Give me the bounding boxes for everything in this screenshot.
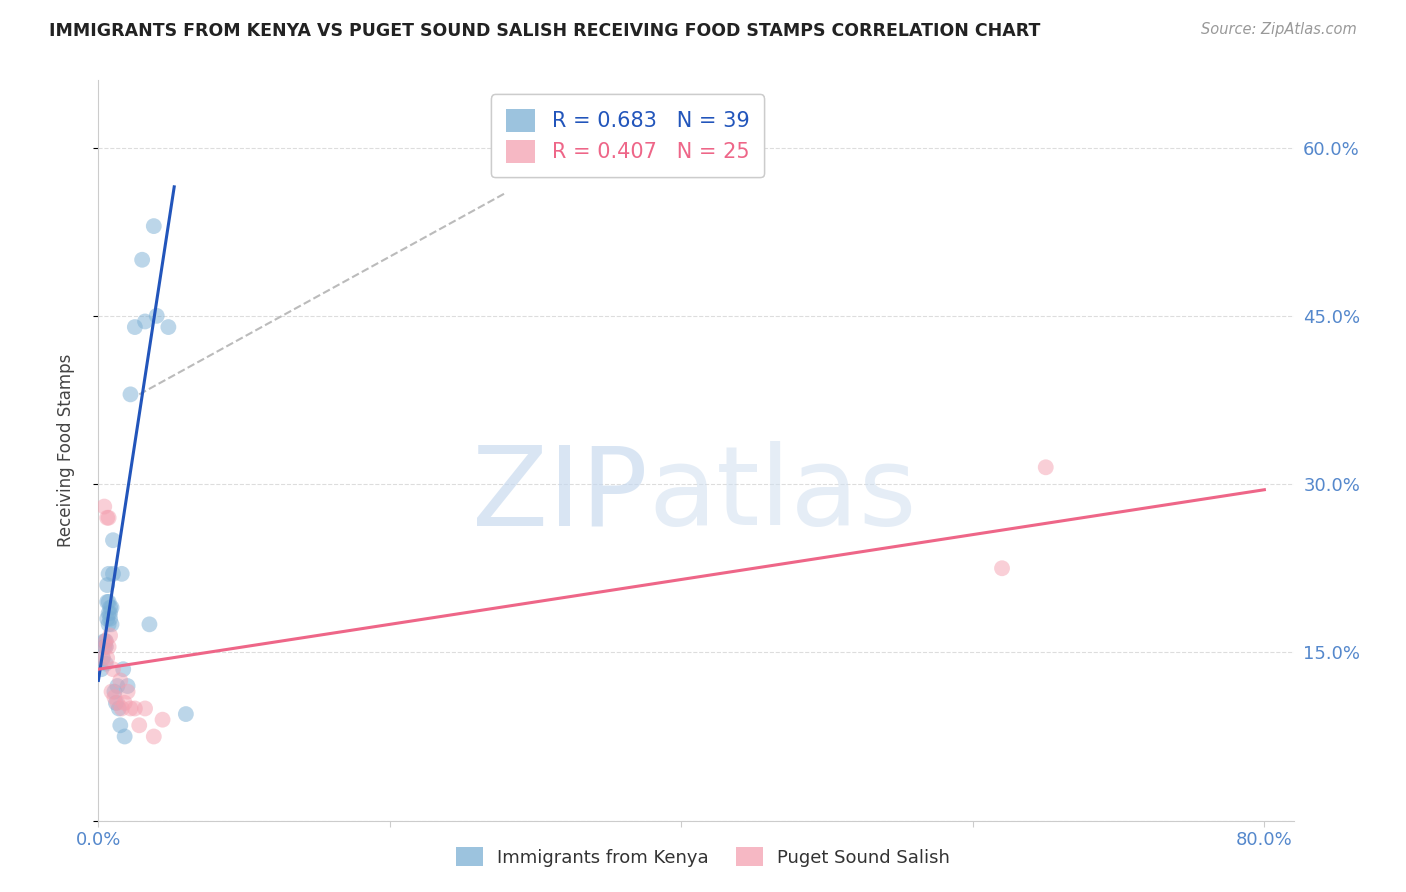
Point <box>124 320 146 334</box>
Point <box>96 510 118 524</box>
Point <box>91 651 114 665</box>
Legend: R = 0.683   N = 39, R = 0.407   N = 25: R = 0.683 N = 39, R = 0.407 N = 25 <box>491 95 763 178</box>
Point <box>93 634 115 648</box>
Point <box>98 612 121 626</box>
Point <box>97 566 120 581</box>
Point <box>98 600 121 615</box>
Point <box>93 640 115 654</box>
Point <box>101 566 124 581</box>
Point <box>100 684 122 698</box>
Point <box>110 718 132 732</box>
Point <box>91 651 114 665</box>
Point <box>101 662 124 676</box>
Point <box>97 606 120 620</box>
Point <box>94 634 117 648</box>
Point <box>138 617 160 632</box>
Point <box>128 718 150 732</box>
Point <box>134 314 156 328</box>
Point <box>94 634 117 648</box>
Point <box>98 628 121 642</box>
Y-axis label: Receiving Food Stamps: Receiving Food Stamps <box>56 354 75 547</box>
Text: Source: ZipAtlas.com: Source: ZipAtlas.com <box>1201 22 1357 37</box>
Point <box>120 387 142 401</box>
Point <box>96 595 118 609</box>
Point <box>97 617 120 632</box>
Point <box>110 673 132 688</box>
Point <box>117 679 139 693</box>
Point <box>96 612 118 626</box>
Point <box>152 713 174 727</box>
Point <box>94 640 117 654</box>
Text: atlas: atlas <box>648 442 917 549</box>
Point <box>108 701 131 715</box>
Point <box>97 640 120 654</box>
Point <box>98 606 121 620</box>
Point <box>142 219 165 233</box>
Point <box>131 252 153 267</box>
Point <box>145 309 167 323</box>
Point <box>111 566 134 581</box>
Legend: Immigrants from Kenya, Puget Sound Salish: Immigrants from Kenya, Puget Sound Salis… <box>449 840 957 874</box>
Point <box>124 701 146 715</box>
Point <box>991 561 1014 575</box>
Text: ZIP: ZIP <box>472 442 648 549</box>
Point <box>112 662 135 676</box>
Point <box>94 640 117 654</box>
Point <box>120 701 142 715</box>
Text: IMMIGRANTS FROM KENYA VS PUGET SOUND SALISH RECEIVING FOOD STAMPS CORRELATION CH: IMMIGRANTS FROM KENYA VS PUGET SOUND SAL… <box>49 22 1040 40</box>
Point <box>101 533 124 548</box>
Point <box>134 701 156 715</box>
Point <box>142 730 165 744</box>
Point <box>96 651 118 665</box>
Point <box>105 696 128 710</box>
Point <box>100 617 122 632</box>
Point <box>1035 460 1057 475</box>
Point <box>114 730 136 744</box>
Point <box>174 707 197 722</box>
Point <box>114 696 136 710</box>
Point <box>94 657 117 671</box>
Point <box>97 595 120 609</box>
Point <box>90 662 112 676</box>
Point <box>157 320 180 334</box>
Point <box>97 510 120 524</box>
Point <box>117 684 139 698</box>
Point <box>100 600 122 615</box>
Point <box>93 500 115 514</box>
Point <box>96 578 118 592</box>
Point <box>103 684 125 698</box>
Point <box>111 701 134 715</box>
Point <box>103 690 125 705</box>
Point <box>104 696 127 710</box>
Point <box>105 679 128 693</box>
